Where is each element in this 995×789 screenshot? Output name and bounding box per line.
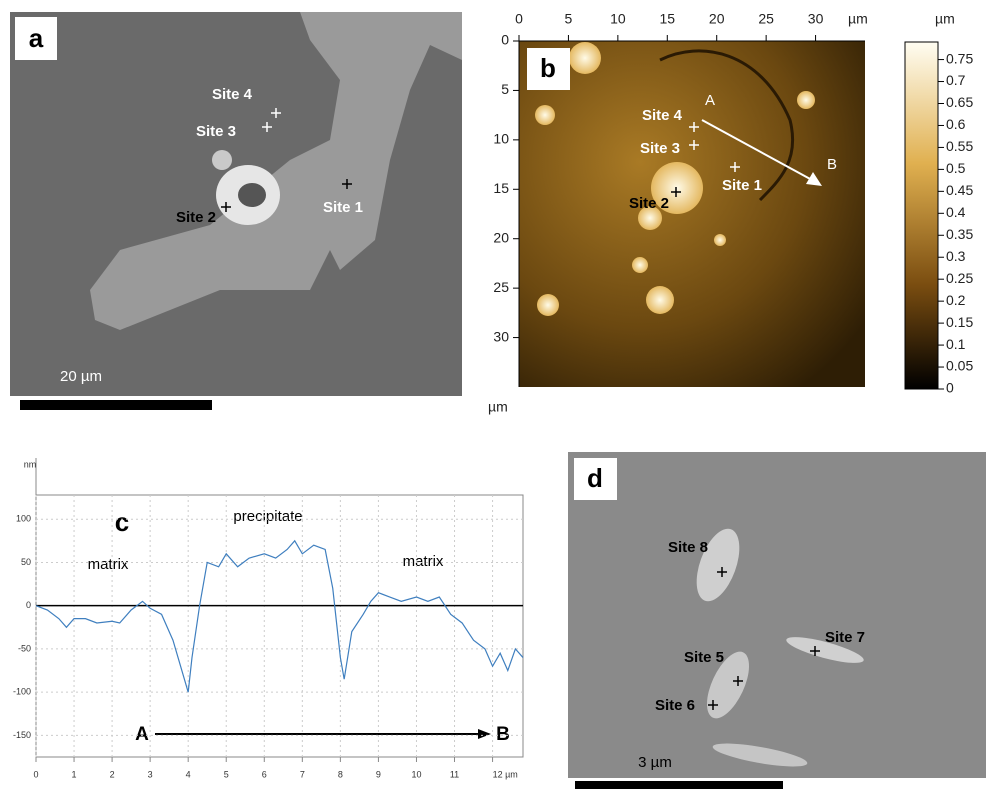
colorbar-tick-label: 0.45	[946, 182, 973, 198]
site-label: Site 5	[684, 649, 724, 666]
x-tick-label: 5	[565, 11, 573, 27]
afm-feature	[537, 294, 559, 316]
scale-bar	[575, 781, 783, 789]
y-tick-label: 5	[501, 81, 509, 97]
panel-b: b Site 4 Site 3 Site 2 Site 1 A B µm µm …	[488, 11, 955, 415]
colorbar-tick-label: 0.75	[946, 50, 973, 66]
site-label: Site 2	[629, 195, 669, 212]
y-tick-label: 25	[493, 279, 509, 295]
particle	[212, 150, 232, 170]
panel-label: b	[540, 53, 556, 83]
colorbar	[905, 42, 938, 389]
site-label: Site 1	[323, 199, 363, 216]
y-tick-label: 20	[493, 229, 509, 245]
annotation: matrix	[88, 556, 129, 573]
annotation: matrix	[403, 553, 444, 570]
panel-label: c	[115, 507, 129, 537]
x-tick-label: 10	[411, 769, 421, 779]
colorbar-tick-label: 0.15	[946, 314, 973, 330]
colorbar-tick-label: 0	[946, 380, 954, 396]
y-tick-label: 0	[26, 600, 31, 610]
page: {"panels": { "a": {"label": "a", "sites"…	[0, 0, 995, 789]
sem-image	[568, 452, 986, 778]
x-tick-label: 10	[610, 11, 626, 27]
site-label: Site 6	[655, 697, 695, 714]
panel-label: a	[29, 23, 44, 53]
x-tick-label: 9	[376, 769, 381, 779]
afm-feature	[714, 234, 726, 246]
annotation: precipitate	[233, 508, 302, 525]
x-tick-label: 30	[808, 11, 824, 27]
x-tick-label: 5	[224, 769, 229, 779]
profile-end: B	[496, 724, 510, 745]
site-label: Site 4	[212, 86, 253, 103]
colorbar-tick-label: 0.3	[946, 248, 966, 264]
x-tick-label: 4	[186, 769, 191, 779]
afm-feature	[646, 286, 674, 314]
x-tick-label: 2	[110, 769, 115, 779]
y-tick-label: -150	[13, 730, 31, 740]
x-unit: µm	[848, 11, 868, 27]
x-tick-label: 0	[515, 11, 523, 27]
afm-image	[519, 41, 865, 387]
y-tick-label: 15	[493, 180, 509, 196]
scale-bar	[20, 400, 212, 410]
scale-label: 20 µm	[60, 368, 102, 385]
profile-end: A	[135, 724, 149, 745]
colorbar-tick-label: 0.55	[946, 138, 973, 154]
x-tick-label: 7	[300, 769, 305, 779]
y-tick-label: -50	[18, 643, 31, 653]
x-tick-label: 3	[148, 769, 153, 779]
site-label: Site 1	[722, 177, 762, 194]
colorbar-tick-label: 0.5	[946, 160, 966, 176]
y-tick-label: 10	[493, 131, 509, 147]
x-tick-label: 12 µm	[493, 769, 518, 779]
figure: a Site 4 Site 3 Site 2 Site 1 20 µm b Si…	[0, 0, 995, 789]
y-tick-label: -100	[13, 687, 31, 697]
x-tick-label: 11	[450, 769, 459, 779]
panel-a: a Site 4 Site 3 Site 2 Site 1 20 µm	[10, 12, 462, 410]
y-unit: nm	[24, 459, 37, 469]
particle-core	[238, 183, 266, 207]
colorbar-tick-label: 0.1	[946, 336, 966, 352]
afm-feature	[797, 91, 815, 109]
x-tick-label: 0	[33, 769, 38, 779]
y-tick-label: 100	[16, 514, 31, 524]
y-unit: µm	[488, 399, 508, 415]
site-label: Site 3	[196, 123, 236, 140]
colorbar-unit: µm	[935, 11, 955, 27]
y-tick-label: 30	[493, 328, 509, 344]
profile-end: B	[827, 156, 837, 173]
colorbar-tick-label: 0.35	[946, 226, 973, 242]
panel-c: nm c precipitate matrix matrix A B 0 1 2 3 4…	[13, 458, 523, 779]
x-tick-label: 8	[338, 769, 343, 779]
site-label: Site 4	[642, 107, 683, 124]
y-tick-label: 0	[501, 32, 509, 48]
colorbar-tick-label: 0.4	[946, 204, 966, 220]
x-tick-label: 15	[659, 11, 675, 27]
afm-feature	[535, 105, 555, 125]
panel-label: d	[587, 463, 603, 493]
x-tick-label: 20	[709, 11, 725, 27]
colorbar-tick-label: 0.25	[946, 270, 973, 286]
profile-end: A	[705, 92, 715, 109]
x-tick-label: 1	[72, 769, 77, 779]
scale-label: 3 µm	[638, 754, 672, 771]
x-tick-label: 6	[262, 769, 267, 779]
afm-feature	[569, 42, 601, 74]
y-tick-label: 50	[21, 557, 31, 567]
colorbar-tick-label: 0.7	[946, 72, 966, 88]
site-label: Site 7	[825, 629, 865, 646]
colorbar-tick-label: 0.2	[946, 292, 966, 308]
site-label: Site 3	[640, 140, 680, 157]
colorbar-tick-label: 0.05	[946, 358, 973, 374]
afm-feature	[632, 257, 648, 273]
colorbar-tick-label: 0.6	[946, 116, 966, 132]
plot-frame	[36, 495, 523, 757]
site-label: Site 8	[668, 539, 708, 556]
x-tick-label: 25	[758, 11, 774, 27]
colorbar-tick-label: 0.65	[946, 94, 973, 110]
site-label: Site 2	[176, 209, 216, 226]
panel-d: d Site 8 Site 7 Site 5 Site 6 3 µm	[568, 452, 986, 789]
